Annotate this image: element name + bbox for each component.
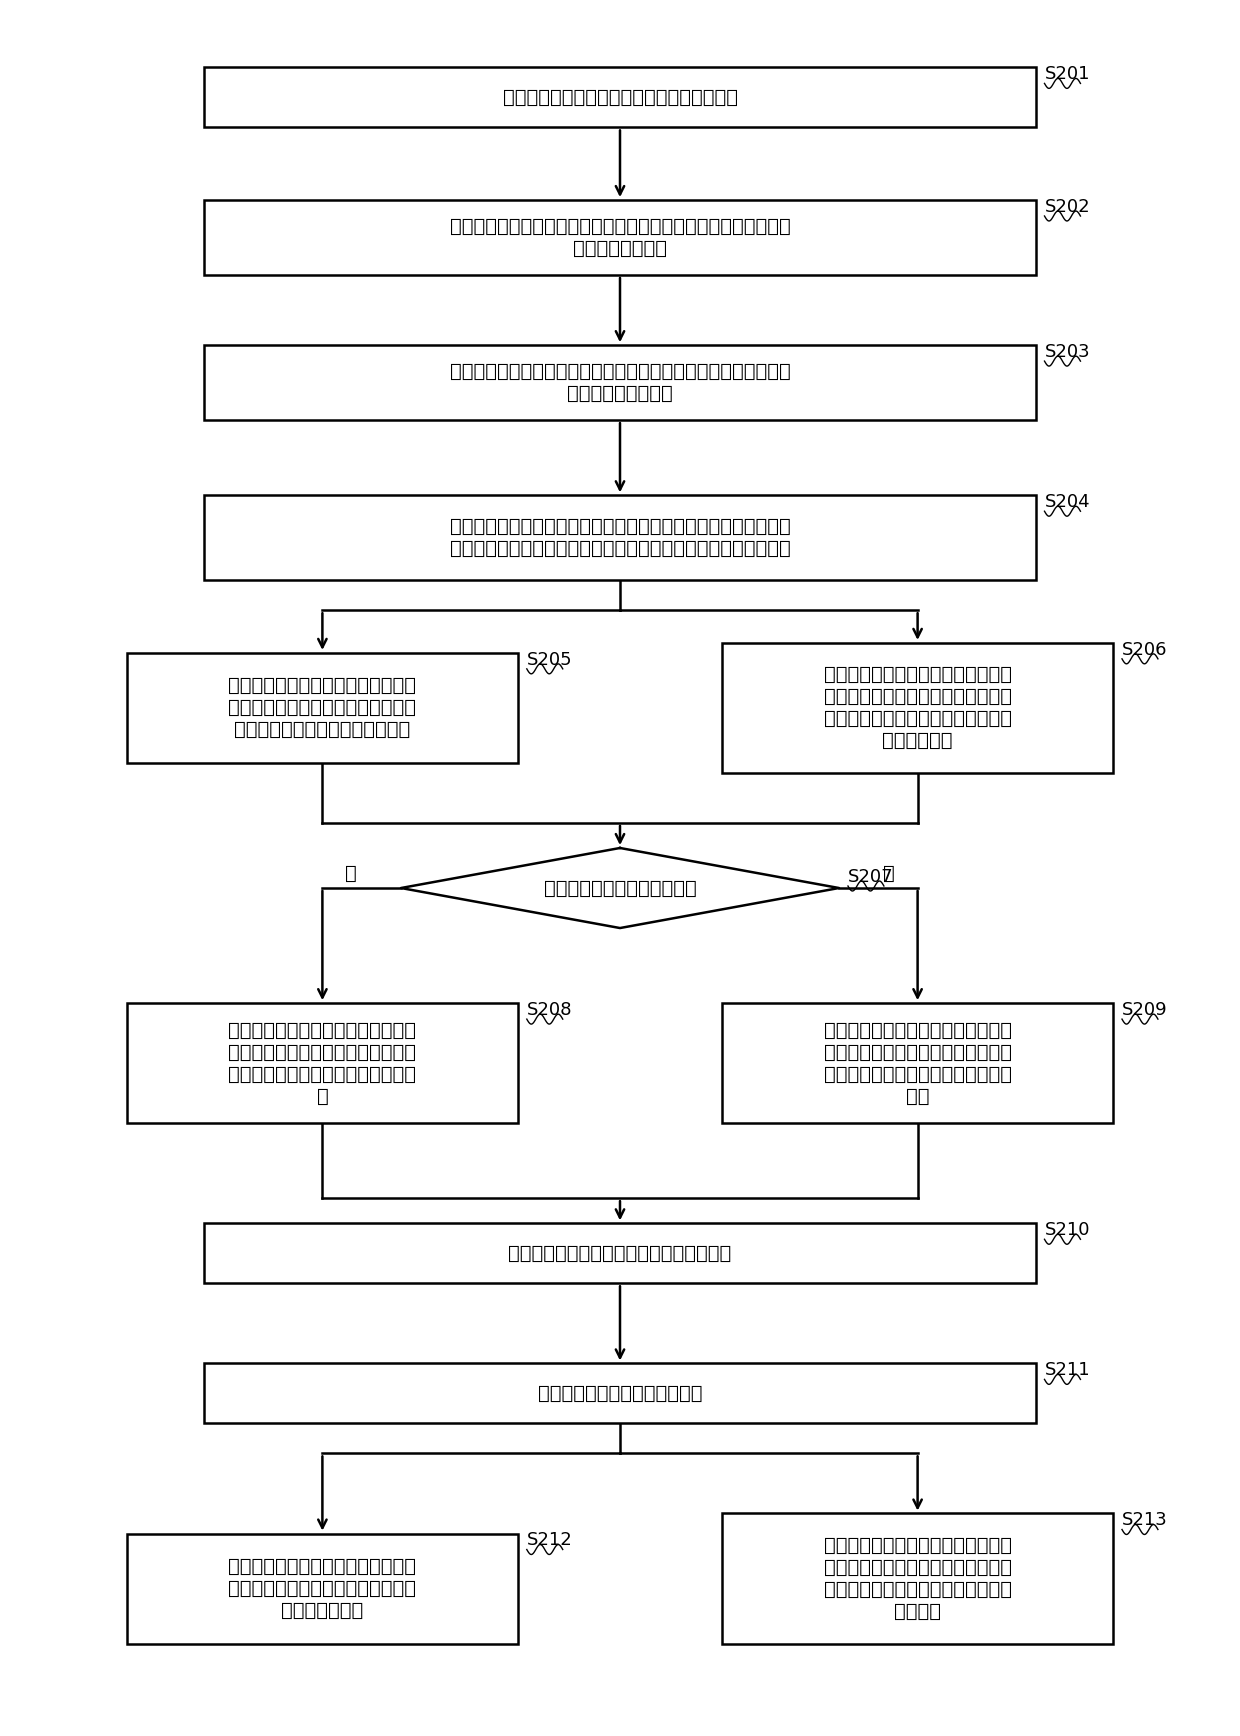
Text: S210: S210: [1044, 1220, 1090, 1240]
Text: 响应于接收到作用在所述画布中任一线段元素的选定操作，获得选
定线段的线点信息: 响应于接收到作用在所述画布中任一线段元素的选定操作，获得选 定线段的线点信息: [450, 217, 790, 259]
Bar: [205, 345, 1035, 420]
Text: 从所述候选吸附点集合中确定所述选
定线段的目标吸附点，并将包含所述
目标吸附点的立体元素作为目标立体
元素: 从所述候选吸附点集合中确定所述选 定线段的目标吸附点，并将包含所述 目标吸附点的…: [823, 1021, 1012, 1106]
Bar: [722, 642, 1114, 773]
Text: S211: S211: [1044, 1361, 1090, 1380]
Text: S207: S207: [848, 868, 894, 885]
Text: 提取所述线点信息中的点坐标信息和线标示信息，并基于各所述立
体元素的线点投影信息，获得各所述立体元素的可视线点投影信息: 提取所述线点信息中的点坐标信息和线标示信息，并基于各所述立 体元素的线点投影信息…: [450, 517, 790, 559]
Bar: [126, 653, 518, 762]
Text: S203: S203: [1044, 344, 1090, 361]
Text: 接收第二状态调整操作，控制调整所
述选定线段，分别显示所述组合立体
元素中的选定线段和目标立体元素的
当前状态: 接收第二状态调整操作，控制调整所 述选定线段，分别显示所述组合立体 元素中的选定…: [823, 1536, 1012, 1621]
Bar: [126, 1533, 518, 1644]
Bar: [205, 495, 1035, 580]
Text: S206: S206: [1122, 641, 1168, 660]
Text: S205: S205: [527, 651, 573, 668]
Text: 显示吸附后形成的组合立体元素: 显示吸附后形成的组合立体元素: [538, 1384, 702, 1403]
Bar: [722, 1003, 1114, 1123]
Text: 响应于接收到作用于所述选定线段上的移动操作，确定所述待吸附
线段对应的移动向量: 响应于接收到作用于所述选定线段上的移动操作，确定所述待吸附 线段对应的移动向量: [450, 363, 790, 403]
Text: 根据所述移动向量、所述点坐标信息
及各所述可视线点投影信息，确定所
述选定线段对应的候选吸附点集合: 根据所述移动向量、所述点坐标信息 及各所述可视线点投影信息，确定所 述选定线段对…: [228, 677, 417, 740]
Text: S204: S204: [1044, 493, 1090, 510]
Text: S202: S202: [1044, 198, 1090, 215]
Bar: [205, 200, 1035, 274]
Text: S201: S201: [1044, 66, 1090, 83]
Text: 确定显示于画布中各立体元素的线点投影信息: 确定显示于画布中各立体元素的线点投影信息: [502, 89, 738, 108]
Bar: [722, 1514, 1114, 1644]
Polygon shape: [401, 847, 839, 929]
Text: S213: S213: [1122, 1512, 1168, 1529]
Text: 从所述候选吸附线集合中确定所述选
定线段的目标吸附线，将包含所述目
标吸附线的立体元素作为目标立体元
素: 从所述候选吸附线集合中确定所述选 定线段的目标吸附线，将包含所述目 标吸附线的立…: [228, 1021, 417, 1106]
Bar: [126, 1003, 518, 1123]
Text: S209: S209: [1122, 1002, 1168, 1019]
Text: S212: S212: [527, 1531, 573, 1550]
Bar: [205, 1363, 1035, 1424]
Text: 接收第一状态调整操作，控制调整所
述组合立体元素，并显示状态调整后
的组合立体元素: 接收第一状态调整操作，控制调整所 述组合立体元素，并显示状态调整后 的组合立体元…: [228, 1557, 417, 1620]
Text: S208: S208: [527, 1002, 573, 1019]
Text: 控制所述选定线段吸附至所述目标立体元素: 控制所述选定线段吸附至所述目标立体元素: [508, 1243, 732, 1262]
Bar: [205, 1224, 1035, 1283]
Text: 根据所述移动向量、所述线标示信息
及各所述可视线点投影信息中的线投
影标示，确定所述选定线段对应的候
选吸附线集合: 根据所述移动向量、所述线标示信息 及各所述可视线点投影信息中的线投 影标示，确定…: [823, 665, 1012, 750]
Text: 确定候选吸附线集合是否为空: 确定候选吸附线集合是否为空: [543, 878, 697, 898]
Bar: [205, 68, 1035, 127]
Text: 是: 是: [883, 865, 895, 884]
Text: 否: 否: [345, 865, 357, 884]
